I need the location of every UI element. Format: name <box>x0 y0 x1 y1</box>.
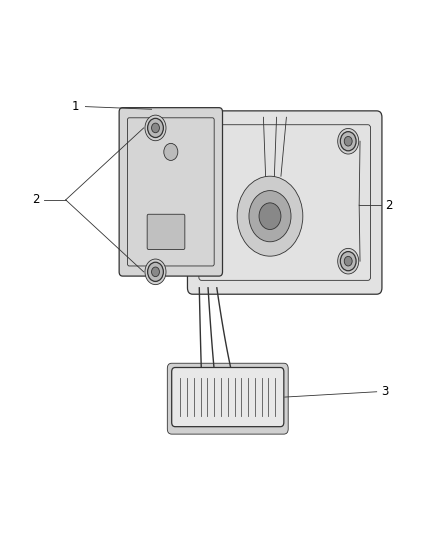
FancyBboxPatch shape <box>119 108 223 276</box>
Circle shape <box>340 132 356 151</box>
FancyBboxPatch shape <box>172 368 284 426</box>
Circle shape <box>344 136 352 146</box>
FancyBboxPatch shape <box>187 111 382 294</box>
Circle shape <box>152 267 159 277</box>
Circle shape <box>344 256 352 266</box>
Circle shape <box>148 262 163 281</box>
Circle shape <box>340 252 356 271</box>
Circle shape <box>338 128 359 154</box>
Circle shape <box>152 123 159 133</box>
Text: 3: 3 <box>381 385 389 398</box>
Circle shape <box>338 248 359 274</box>
Circle shape <box>145 115 166 141</box>
Circle shape <box>249 191 291 242</box>
FancyBboxPatch shape <box>167 364 288 434</box>
FancyBboxPatch shape <box>147 214 185 249</box>
Text: 2: 2 <box>385 199 393 212</box>
Circle shape <box>145 259 166 285</box>
Circle shape <box>237 176 303 256</box>
Text: 1: 1 <box>71 100 79 113</box>
Circle shape <box>164 143 178 160</box>
Circle shape <box>259 203 281 230</box>
Text: 2: 2 <box>32 193 39 206</box>
Circle shape <box>148 118 163 138</box>
